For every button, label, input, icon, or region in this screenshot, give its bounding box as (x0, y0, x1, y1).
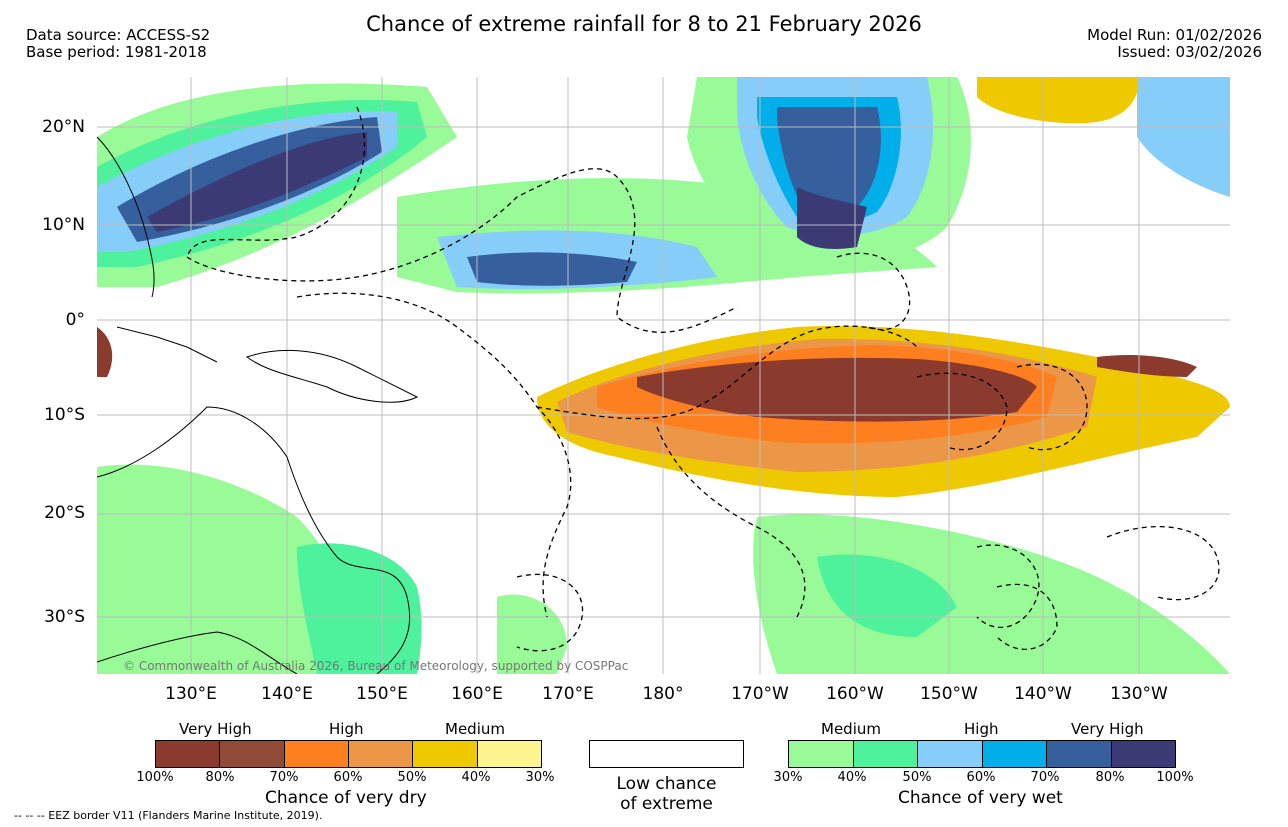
wet-tick: 80% (1095, 770, 1125, 785)
wet-swatch (918, 741, 983, 767)
dry-swatch (413, 741, 478, 767)
lat-label: 20°S (44, 503, 85, 523)
wet-tick: 100% (1156, 770, 1194, 785)
dry-tick: 70% (269, 770, 299, 785)
wet-swatch (982, 741, 1047, 767)
wet-legend-label: Chance of very wet (898, 788, 1063, 808)
lon-label: 170°W (731, 684, 789, 704)
wet-region-south (97, 464, 1230, 674)
dry-tick: 40% (461, 770, 491, 785)
low-chance-line2: of extreme (620, 794, 713, 814)
lon-label: 160°W (826, 684, 884, 704)
rainfall-map (97, 77, 1230, 674)
dry-region-west (97, 327, 113, 377)
lon-label: 150°E (356, 684, 408, 704)
wet-tick: 30% (773, 770, 803, 785)
gridlines (97, 77, 1230, 674)
lon-label: 140°E (261, 684, 313, 704)
lon-label: 180° (642, 684, 684, 704)
map-title: Chance of extreme rainfall for 8 to 21 F… (366, 12, 922, 36)
data-source: Data source: ACCESS-S2 (26, 26, 211, 44)
wet-colorbar (788, 740, 1176, 768)
wet-tick: 50% (902, 770, 932, 785)
dry-legend-label: Chance of very dry (265, 788, 427, 808)
wet-swatch (853, 741, 918, 767)
dry-tick: 30% (525, 770, 555, 785)
dry-swatch (220, 741, 285, 767)
dry-tick: 100% (136, 770, 174, 785)
dry-category-very-high: Very High (179, 720, 252, 738)
lon-label: 140°W (1014, 684, 1072, 704)
dry-swatch (477, 741, 541, 767)
wet-category-medium: Medium (821, 720, 881, 738)
copyright-notice: © Commonwealth of Australia 2026, Bureau… (123, 659, 629, 673)
lat-label: 30°S (44, 607, 85, 627)
coastlines (97, 136, 419, 674)
dry-colorbar (155, 740, 542, 768)
low-chance-line1: Low chance (616, 774, 717, 794)
header-left: Data source: ACCESS-S2 Base period: 1981… (26, 27, 210, 61)
wet-category-very-high: Very High (1071, 720, 1144, 738)
dry-swatch (284, 741, 349, 767)
dry-swatch (348, 741, 414, 767)
lon-label: 160°E (451, 684, 503, 704)
dry-category-high: High (329, 720, 364, 738)
base-period: Base period: 1981-2018 (26, 43, 207, 61)
wet-tick: 40% (837, 770, 867, 785)
lon-label: 170°E (542, 684, 594, 704)
wet-swatch (789, 741, 854, 767)
eez-note: -- -- -- EEZ border V11 (Flanders Marine… (14, 809, 323, 822)
lon-label: 150°W (920, 684, 978, 704)
low-chance-label: Low chance of extreme (589, 774, 744, 814)
wet-swatch (1047, 741, 1112, 767)
dry-region-east (1097, 355, 1197, 377)
lat-label: 10°S (44, 405, 85, 425)
lon-label: 130°E (165, 684, 217, 704)
dry-region-northeast (977, 77, 1138, 124)
wet-tick: 60% (966, 770, 996, 785)
low-chance-swatch (589, 740, 744, 768)
lat-label: 10°N (42, 215, 85, 235)
dry-tick: 50% (397, 770, 427, 785)
dry-swatch (156, 741, 221, 767)
dry-category-medium: Medium (445, 720, 505, 738)
wet-tick: 70% (1030, 770, 1060, 785)
lat-label: 0° (65, 310, 85, 330)
dry-tick: 80% (205, 770, 235, 785)
model-run: Model Run: 01/02/2026 (1087, 26, 1262, 44)
wet-swatch (1111, 741, 1175, 767)
eez-borders (186, 106, 1220, 652)
issued-date: Issued: 03/02/2026 (1117, 43, 1262, 61)
dry-tick: 60% (333, 770, 363, 785)
wet-region-northeast (1137, 77, 1230, 197)
wet-category-high: High (964, 720, 999, 738)
lon-label: 130°W (1110, 684, 1168, 704)
header-right: Model Run: 01/02/2026 Issued: 03/02/2026 (1087, 27, 1262, 61)
lat-label: 20°N (42, 117, 85, 137)
